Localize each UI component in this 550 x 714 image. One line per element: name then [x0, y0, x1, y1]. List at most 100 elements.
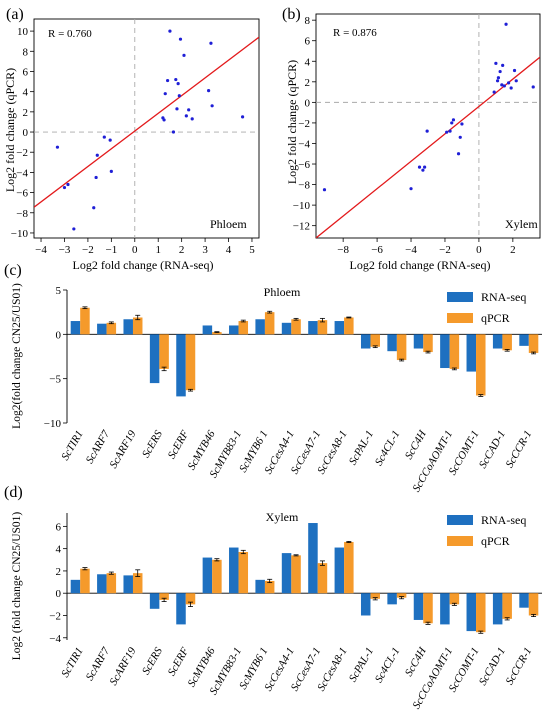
x-tick-label-a: 2	[179, 244, 185, 256]
data-point-b	[514, 79, 518, 83]
bar-qpcr-c	[370, 334, 380, 347]
panel-label-a: (a)	[6, 6, 24, 23]
data-point-b	[507, 81, 511, 85]
tissue-label-b: Xylem	[505, 217, 538, 231]
bar-rnaseq-d	[519, 593, 529, 608]
data-point-a	[72, 227, 76, 231]
bar-rnaseq-c	[255, 319, 265, 335]
bar-rnaseq-d	[492, 593, 503, 625]
data-point-b	[501, 63, 505, 67]
bar-rnaseq-c	[176, 334, 186, 397]
x-tick-label-a: −1	[105, 244, 117, 256]
y-tick-label-b: −12	[293, 221, 310, 233]
category-label-c: ScC4H	[403, 428, 430, 462]
y-tick-label-a: 6	[23, 66, 29, 78]
y-axis-label-d: Log2 (fold change CN25/US01)	[11, 512, 23, 661]
y-tick-label-a: 2	[23, 107, 29, 119]
data-point-a	[184, 114, 188, 118]
y-tick-label-b: 0	[305, 97, 311, 109]
data-point-b	[409, 187, 413, 191]
scatter-panel-phloem: (a) R = 0.760 Phloem Log2 fold change (R…	[3, 6, 260, 272]
bar-rnaseq-c	[492, 334, 503, 349]
bar-rnaseq-d	[229, 547, 239, 594]
data-point-a	[102, 135, 106, 139]
bar-qpcr-d	[502, 593, 512, 619]
bar-qpcr-c	[212, 332, 222, 335]
y-tick-label-b: −4	[298, 138, 310, 150]
data-point-b	[460, 122, 464, 126]
data-point-a	[95, 153, 99, 157]
category-label-d: ScCCR-1	[504, 646, 535, 687]
category-label-d: ScTIR1	[59, 646, 86, 680]
data-point-a	[108, 138, 112, 142]
data-point-b	[421, 168, 425, 172]
y-tick-label-d: 4	[56, 544, 62, 556]
x-axis-label-a: Log2 fold change (RNA-seq)	[73, 258, 214, 272]
data-point-a	[190, 117, 194, 121]
data-point-b	[492, 90, 496, 94]
x-tick-label-a: 1	[155, 244, 161, 256]
category-label-c: ScARF7	[84, 428, 113, 466]
category-label-d: ScPAL-1	[347, 646, 376, 685]
bar-rnaseq-c	[97, 323, 107, 335]
bar-qpcr-d	[396, 593, 407, 598]
bar-qpcr-d	[370, 593, 380, 599]
y-tick-label-b: 2	[305, 77, 311, 89]
data-point-a	[175, 107, 179, 111]
x-tick-label-a: 5	[249, 244, 255, 256]
y-tick-label-a: 8	[23, 46, 29, 58]
x-axis-label-b: Log2 fold change (RNA-seq)	[350, 258, 491, 272]
tissue-label-a: Phloem	[210, 217, 247, 231]
data-point-a	[163, 92, 167, 96]
x-tick-label-a: 0	[132, 244, 138, 256]
y-tick-label-a: −2	[16, 147, 28, 159]
y-axis-label-c: Log2(fold change CN25/US01)	[11, 283, 23, 429]
data-point-b	[500, 83, 504, 87]
bar-rnaseq-d	[308, 523, 318, 594]
y-tick-label-a: 0	[23, 127, 29, 139]
bar-qpcr-c	[185, 334, 196, 391]
bar-rnaseq-c	[123, 319, 133, 335]
y-tick-label-a: −6	[16, 188, 28, 200]
data-point-b	[417, 165, 422, 169]
bar-rnaseq-d	[70, 579, 81, 594]
data-point-a	[178, 37, 183, 41]
legend-label-d: RNA-seq	[481, 513, 526, 527]
data-point-a	[182, 53, 186, 57]
data-point-a	[207, 89, 211, 93]
correlation-label-a: R = 0.760	[48, 28, 92, 40]
y-tick-label-b: −8	[298, 180, 310, 192]
bar-qpcr-d	[423, 593, 433, 624]
data-point-b	[450, 121, 454, 125]
legend-label-d: qPCR	[481, 534, 510, 548]
data-point-b	[458, 135, 462, 139]
fit-line-a	[34, 36, 259, 208]
y-tick-label-b: 6	[305, 36, 311, 48]
y-axis-label-b: Log2 fold change (qPCR)	[285, 60, 299, 184]
data-point-a	[171, 130, 176, 134]
bar-qpcr-c	[132, 317, 143, 335]
data-point-a	[94, 175, 98, 180]
category-label-c: ScCCR-1	[504, 429, 535, 470]
category-label-c: ScPAL-1	[347, 429, 376, 468]
category-label-d: ScC4H	[403, 645, 430, 679]
bar-rnaseq-d	[360, 593, 371, 616]
data-point-a	[92, 206, 96, 210]
legend-label-c: qPCR	[481, 311, 510, 325]
panel-label-c: (c)	[4, 262, 22, 279]
category-label-d: Sc4CL-1	[373, 646, 403, 685]
data-point-b	[494, 61, 498, 65]
y-tick-label-d: −2	[49, 610, 61, 622]
bar-qpcr-d	[238, 551, 249, 594]
legend-swatch-c	[447, 313, 473, 323]
bar-panel-phloem: (c) Phloem Log2(fold change CN25/US01) −…	[4, 262, 542, 494]
data-point-a	[162, 118, 166, 122]
scatter-panel-xylem: (b) R = 0.876 Xylem Log2 fold change (RN…	[282, 6, 541, 272]
y-tick-label-c: 0	[56, 329, 62, 341]
bar-rnaseq-c	[519, 334, 529, 346]
data-point-a	[109, 169, 113, 173]
bar-qpcr-c	[528, 334, 539, 353]
y-tick-label-b: −10	[293, 200, 311, 212]
x-tick-label-a: −4	[35, 244, 47, 256]
